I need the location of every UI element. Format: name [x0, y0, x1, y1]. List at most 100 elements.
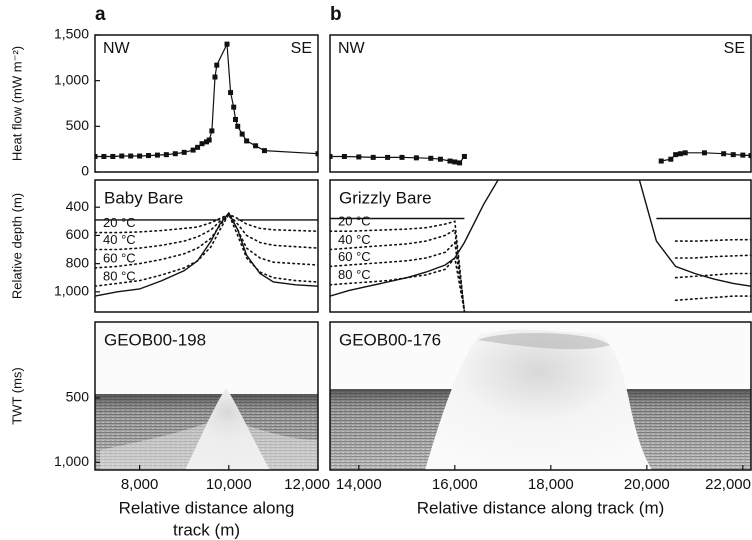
heat-flow-point	[668, 156, 674, 162]
heat-flow-point	[244, 138, 250, 144]
y-tick-label: 600	[66, 226, 90, 242]
panel-label: Grizzly Bare	[339, 188, 432, 207]
panel-letter: b	[330, 4, 342, 25]
direction-label: NW	[103, 40, 131, 57]
heat-flow-point	[399, 154, 405, 160]
isotherm	[330, 220, 751, 312]
panel-label: GEOB00-198	[104, 330, 206, 349]
heat-flow-point	[370, 154, 376, 160]
heat-flow-point	[209, 128, 215, 134]
heat-flow-point	[658, 158, 664, 164]
heat-flow-point	[119, 153, 125, 159]
x-tick-label: 20,000	[624, 476, 670, 493]
panel-letter: a	[95, 4, 106, 25]
seismic-image-a	[95, 322, 318, 470]
y-tick-label: 1,000	[54, 283, 89, 299]
heat-flow-point	[682, 150, 688, 156]
isotherm	[330, 256, 751, 312]
heat-flow-point	[315, 151, 318, 157]
profile-line	[330, 180, 751, 297]
heat-flow-point	[232, 116, 238, 122]
heat-flow-point	[356, 154, 362, 160]
heat-flow-point	[253, 143, 259, 149]
x-tick-label: 8,000	[121, 476, 159, 493]
heat-flow-point	[239, 131, 245, 137]
panel-frame	[329, 34, 752, 173]
isotherm-label: 80 °C	[103, 269, 136, 284]
heat-flow-point	[228, 90, 234, 96]
heat-flow-point	[721, 151, 727, 157]
isotherm	[330, 240, 751, 312]
heat-flow-line	[330, 152, 751, 164]
heat-flow-point	[163, 152, 169, 158]
heat-flow-point	[261, 148, 267, 154]
heat-flow-point	[137, 153, 143, 159]
isotherm-label: 60 °C	[338, 249, 371, 264]
y-tick-label: 500	[66, 389, 90, 405]
x-axis-label: Relative distance along	[119, 498, 295, 517]
y-tick-label: 0	[81, 163, 89, 179]
panel-frame	[329, 321, 752, 471]
heat-flow-point	[195, 144, 201, 150]
x-tick-label: 22,000	[705, 476, 751, 493]
isotherm	[330, 228, 751, 312]
y-axis-label: Heat flow (mW m⁻²)	[9, 46, 24, 161]
x-axis-label: Relative distance along track (m)	[417, 498, 665, 517]
panel-label: Baby Bare	[104, 188, 183, 207]
heat-flow-point	[452, 159, 458, 165]
heat-flow-point	[206, 137, 212, 143]
heat-flow-point	[437, 156, 443, 162]
isotherm	[95, 213, 318, 251]
heat-flow-point	[730, 152, 736, 158]
heat-flow-point	[341, 153, 347, 159]
y-tick-label: 400	[66, 198, 90, 214]
heat-flow-point	[461, 153, 467, 159]
panel-frame	[94, 34, 319, 173]
x-axis-label: track (m)	[173, 520, 240, 539]
seismic-image-b	[330, 322, 751, 470]
panel-label: GEOB00-176	[339, 330, 441, 349]
y-tick-label: 1,000	[54, 71, 89, 87]
heat-flow-point	[146, 153, 152, 159]
plot-area	[95, 41, 318, 159]
isotherm-label: 20 °C	[338, 214, 371, 229]
heat-flow-point	[330, 153, 333, 159]
x-tick-label: 10,000	[206, 476, 252, 493]
heat-flow-point	[154, 152, 160, 158]
isotherm	[95, 212, 318, 269]
heat-flow-point	[231, 104, 237, 110]
heat-flow-point	[204, 139, 209, 145]
heat-flow-point	[447, 158, 453, 164]
panel-frame	[329, 179, 752, 313]
heat-flow-point	[673, 152, 679, 158]
heat-flow-point	[181, 149, 187, 155]
isotherm-label: 40 °C	[338, 232, 371, 247]
heat-flow-point	[199, 141, 205, 147]
isotherm-label: 60 °C	[103, 250, 136, 265]
panel-frame	[94, 321, 319, 471]
heat-flow-point	[428, 155, 434, 161]
heat-flow-point	[172, 151, 178, 157]
isotherm-label: 20 °C	[103, 215, 136, 230]
heat-flow-point	[235, 123, 241, 129]
y-tick-label: 800	[66, 254, 90, 270]
y-tick-label: 500	[66, 117, 90, 133]
heat-flow-point	[212, 74, 218, 80]
heat-flow-point	[701, 150, 707, 156]
isotherm-label: 40 °C	[103, 232, 136, 247]
panel-frame	[94, 179, 319, 313]
x-tick-label: 14,000	[336, 476, 382, 493]
y-axis-label: Relative depth (m)	[9, 193, 24, 299]
heat-flow-point	[190, 147, 196, 153]
heat-flow-point	[457, 160, 463, 166]
profile-line	[95, 211, 318, 297]
x-tick-label: 18,000	[528, 476, 574, 493]
heat-flow-point	[748, 153, 751, 159]
isotherm-label: 80 °C	[338, 267, 371, 282]
heat-flow-point	[214, 62, 220, 68]
heat-flow-point	[740, 152, 746, 158]
y-tick-label: 1,500	[54, 26, 89, 42]
heat-flow-point	[110, 153, 116, 159]
direction-label: NW	[338, 40, 366, 57]
plot-area	[330, 150, 751, 166]
